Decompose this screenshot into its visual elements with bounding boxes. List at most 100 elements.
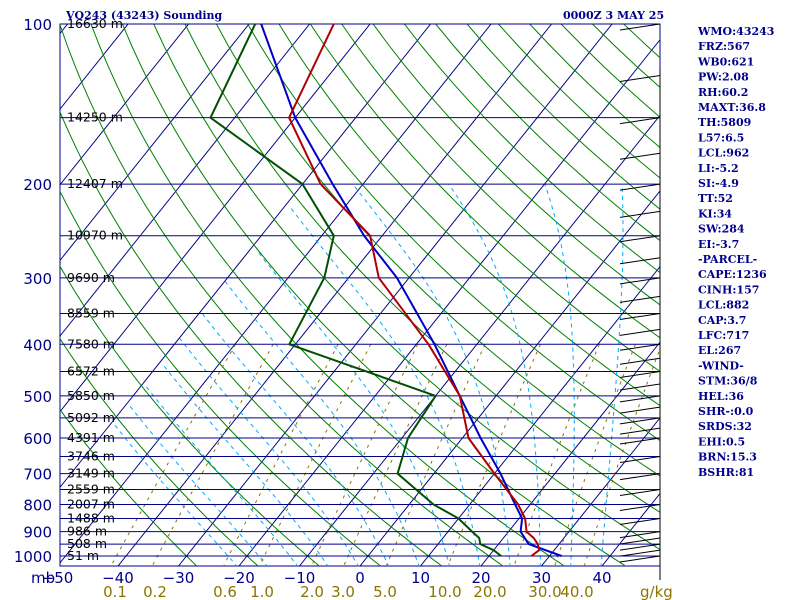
height-label: 9690 m	[67, 270, 115, 285]
temperature-tick-label: −40	[102, 569, 134, 587]
mixing-ratio-line	[222, 344, 339, 566]
isotherm-line	[480, 341, 660, 566]
index-panel: WMO:43243 FRZ:567 WB0:621 PW:2.08 RH:60.2 MAX…	[697, 25, 774, 479]
parcel-profile-line	[260, 24, 562, 557]
index-item: SW:284	[698, 223, 745, 236]
wind-barb	[619, 295, 661, 303]
index-item: CINH:157	[698, 283, 759, 296]
temperature-profile-line	[288, 24, 541, 557]
height-label: 3746 m	[67, 448, 115, 463]
wind-barb	[619, 517, 661, 525]
wind-barb	[619, 555, 661, 563]
isotherm-line	[178, 24, 613, 566]
wind-barb	[619, 183, 661, 191]
wind-barb	[619, 437, 661, 445]
index-item: BRN:15.3	[698, 451, 757, 464]
isotherm-line	[420, 265, 660, 566]
pressure-tick-label: 500	[23, 388, 52, 406]
index-item: BSHR:81	[698, 466, 754, 479]
index-item: WB0:621	[697, 55, 754, 68]
wind-barb	[619, 117, 661, 125]
mixing-ratio-tick-label: 10.0	[428, 583, 461, 600]
mixing-ratio-tick-label: 3.0	[331, 583, 355, 600]
isotherm-line	[60, 24, 250, 262]
index-item: TT:52	[698, 192, 733, 205]
height-label: 6572 m	[67, 364, 115, 379]
mixing-ratio-tick-label: 1.0	[250, 583, 274, 600]
index-item: EL:267	[698, 344, 741, 357]
wind-barb	[619, 312, 661, 320]
moist-adiabat-line	[112, 421, 238, 566]
index-item: STM:36/8	[698, 375, 758, 388]
mixing-ratio-tick-label: 20.0	[473, 583, 506, 600]
temperature-tick-label: 20	[471, 569, 490, 587]
isotherm-line	[0, 24, 7, 566]
chart-time: 0000Z 3 MAY 25	[563, 9, 664, 22]
dry-adiabat-line	[372, 24, 660, 306]
height-label: 5850 m	[67, 388, 115, 403]
index-item: L57:6.5	[698, 131, 744, 144]
plot-frame	[59, 23, 661, 567]
wind-barb	[619, 543, 661, 551]
isotherm-line	[238, 38, 660, 566]
mixing-ratio-unit-label: g/kg	[640, 583, 673, 600]
pressure-tick-label: 700	[23, 466, 52, 484]
moist-adiabat-line	[352, 183, 511, 566]
index-item: FRZ:567	[698, 40, 750, 53]
isotherm-line	[117, 24, 552, 566]
height-label: 2559 m	[67, 482, 115, 497]
temperature-tick-label: −20	[223, 569, 255, 587]
index-item: LI:-5.2	[698, 162, 739, 175]
chart-title: VQ243 (43243) Sounding	[65, 9, 223, 22]
index-item: HEL:36	[698, 390, 744, 403]
moist-adiabat-line	[600, 184, 624, 566]
mixing-ratio-tick-label: 2.0	[300, 583, 324, 600]
dry-adiabat-line	[341, 24, 660, 339]
moist-adiabat-line	[143, 383, 299, 566]
height-label: 2007 m	[67, 496, 115, 511]
temperature-tick-label: 30	[532, 569, 551, 587]
pressure-tick-label: 300	[23, 270, 52, 288]
height-label: 3149 m	[67, 466, 115, 481]
wind-barb	[619, 210, 661, 218]
pressure-tick-label: 200	[23, 176, 52, 194]
wind-barb	[619, 235, 661, 243]
temperature-tick-label: 0	[355, 569, 365, 587]
height-label: 986 m	[67, 524, 107, 539]
moist-adiabat-line	[544, 183, 575, 566]
wind-barb	[619, 473, 661, 481]
index-item: WMO:43243	[697, 25, 774, 38]
height-label: 4391 m	[67, 430, 115, 445]
wind-barb	[619, 531, 661, 539]
wind-barb	[619, 328, 661, 336]
wind-barb	[619, 357, 661, 365]
index-item: LCL:962	[698, 147, 749, 160]
wind-barb	[619, 537, 661, 545]
pressure-unit-label: mb	[31, 569, 55, 587]
isotherm-line	[60, 24, 68, 35]
mixing-ratio-line	[447, 344, 541, 566]
mixing-ratio-tick-label: 0.1	[103, 583, 127, 600]
moist-adiabat-line	[448, 183, 541, 566]
wind-barb	[619, 503, 661, 511]
index-item: CAP:3.7	[698, 314, 746, 327]
mixing-ratio-tick-label: 30.0	[528, 583, 561, 600]
height-label: 1488 m	[67, 510, 115, 525]
index-item: EI:-3.7	[698, 238, 739, 251]
pressure-tick-label: 400	[23, 336, 52, 354]
pressure-tick-label: 100	[23, 16, 52, 34]
wind-barb	[619, 383, 661, 391]
moist-adiabat-line	[255, 248, 450, 566]
pressure-tick-label: 800	[23, 496, 52, 514]
index-item: RH:60.2	[698, 86, 748, 99]
height-label: 14250 m	[67, 110, 123, 125]
wind-barb	[619, 277, 661, 285]
wind-barb	[619, 152, 661, 160]
wind-barb	[619, 489, 661, 497]
wind-barb	[619, 395, 661, 403]
index-item: PW:2.08	[698, 71, 749, 84]
pressure-tick-label: 1000	[14, 548, 52, 566]
temperature-tick-label: 10	[411, 569, 430, 587]
isotherm-line	[299, 114, 660, 566]
wind-barb	[619, 417, 661, 425]
